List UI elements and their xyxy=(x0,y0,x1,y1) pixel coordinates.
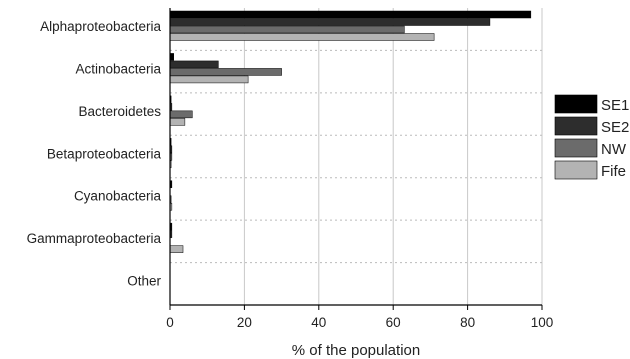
category-label: Betaproteobacteria xyxy=(47,146,162,161)
bar-nw-alphaproteobacteria xyxy=(169,25,405,34)
grid-lines xyxy=(170,8,543,305)
bar-fife-gammaproteobacteria xyxy=(169,245,184,253)
bar-se2-alphaproteobacteria xyxy=(169,18,491,26)
bars xyxy=(169,10,532,253)
legend-swatch-fife xyxy=(554,160,598,180)
legend: SE1 SE2 NW Fife xyxy=(554,94,629,180)
x-tick-labels: 0 20 40 60 80 100 xyxy=(166,315,553,330)
bar-fife-bacteroidetes xyxy=(169,118,186,126)
bar-se1-alphaproteobacteria xyxy=(169,10,532,19)
category-label: Gammaproteobacteria xyxy=(27,231,162,246)
x-tick-label: 0 xyxy=(166,315,174,330)
axes xyxy=(169,8,543,310)
category-labels: Alphaproteobacteria Actinobacteria Bactero… xyxy=(27,19,162,289)
bar-fife-actinobacteria xyxy=(169,75,249,84)
legend-label-se1: SE1 xyxy=(601,97,629,114)
legend-swatch-se2 xyxy=(554,116,598,136)
category-label: Bacteroidetes xyxy=(78,104,161,119)
legend-label-fife: Fife xyxy=(601,163,626,180)
x-tick-label: 20 xyxy=(237,315,252,330)
x-tick-label: 80 xyxy=(460,315,475,330)
category-label: Other xyxy=(127,274,161,289)
legend-label-se2: SE2 xyxy=(601,119,629,136)
bar-nw-bacteroidetes xyxy=(169,110,193,119)
legend-swatch-se1 xyxy=(554,94,598,114)
x-tick-label: 100 xyxy=(531,315,554,330)
category-label: Alphaproteobacteria xyxy=(40,19,161,34)
category-label: Cyanobacteria xyxy=(74,189,162,204)
bar-fife-alphaproteobacteria xyxy=(169,33,435,41)
category-label: Actinobacteria xyxy=(75,61,161,76)
bar-nw-actinobacteria xyxy=(169,68,282,76)
x-tick-label: 60 xyxy=(386,315,401,330)
x-tick-label: 40 xyxy=(311,315,326,330)
bar-se2-actinobacteria xyxy=(169,60,219,69)
legend-label-nw: NW xyxy=(601,141,627,158)
x-axis-title: % of the population xyxy=(292,342,420,359)
legend-swatch-nw xyxy=(554,138,598,158)
